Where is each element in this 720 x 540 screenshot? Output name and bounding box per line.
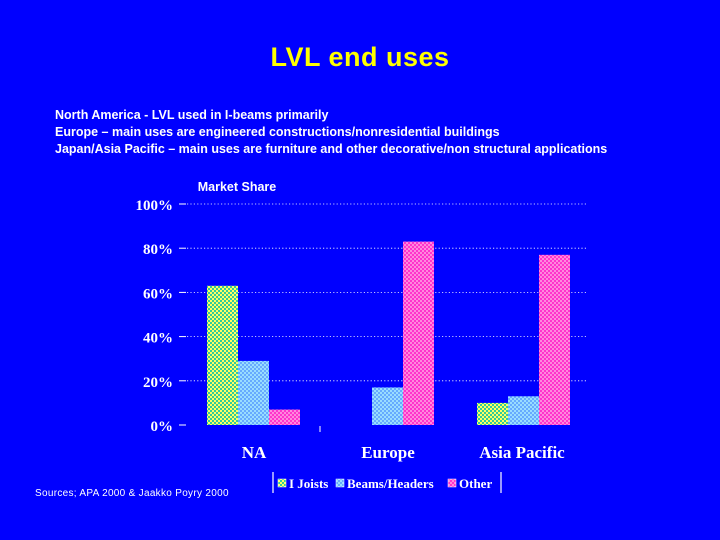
- legend-label: Beams/Headers: [347, 476, 434, 491]
- bar-na-i-joists: [207, 285, 238, 425]
- source-note: Sources; APA 2000 & Jaakko Poyry 2000: [35, 488, 229, 499]
- bar-europe-beams-headers: [372, 387, 403, 425]
- y-tick-label: 20%: [143, 375, 173, 391]
- legend-swatch: [277, 478, 287, 488]
- legend-label: I Joists: [289, 476, 328, 491]
- y-axis: 0% 20% 40% 60% 80% 100%: [136, 198, 186, 435]
- legend-swatch: [447, 478, 457, 488]
- bar-asia-pacific-other: [539, 254, 570, 425]
- legend-swatch: [335, 478, 345, 488]
- bar-na-beams-headers: [238, 360, 269, 425]
- bars: [207, 241, 570, 425]
- legend-label: Other: [459, 476, 492, 491]
- note-asia-pacific: Japan/Asia Pacific – main uses are furni…: [55, 142, 608, 156]
- notes-block: North America - LVL used in I-beams prim…: [55, 107, 705, 158]
- x-axis: NA Europe Asia Pacific: [242, 426, 565, 462]
- note-north-america: North America - LVL used in I-beams prim…: [55, 108, 329, 122]
- note-europe: Europe – main uses are engineered constr…: [55, 125, 500, 139]
- chart-title: Market Share: [198, 180, 277, 194]
- legend: I Joists Beams/Headers Other: [272, 472, 502, 493]
- gridlines: [187, 203, 588, 382]
- x-category-label: Europe: [361, 443, 415, 462]
- y-tick-label: 0%: [151, 419, 174, 435]
- y-tick-label: 80%: [143, 242, 173, 258]
- y-tick-label: 100%: [136, 198, 174, 214]
- x-category-label: NA: [242, 443, 267, 462]
- y-tick-label: 60%: [143, 286, 173, 302]
- x-category-label: Asia Pacific: [479, 443, 565, 462]
- slide-title: LVL end uses: [270, 42, 450, 72]
- bar-asia-pacific-beams-headers: [508, 396, 539, 425]
- bar-europe-other: [403, 241, 434, 425]
- bar-na-other: [269, 409, 300, 425]
- bar-asia-pacific-i-joists: [477, 402, 508, 425]
- y-tick-label: 40%: [143, 331, 173, 347]
